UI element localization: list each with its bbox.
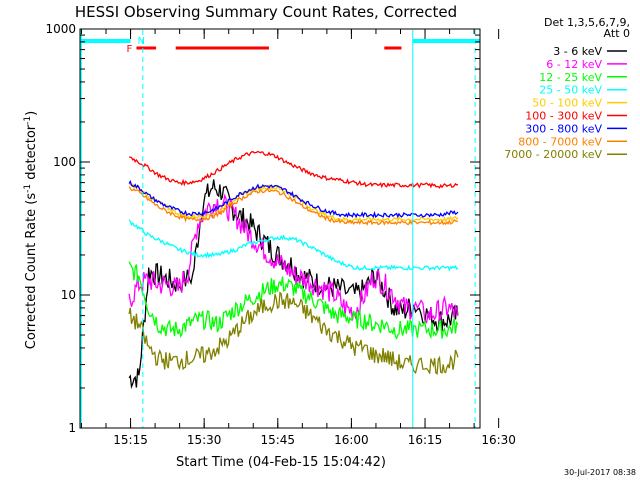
y-tick-label-3: 100 bbox=[53, 155, 76, 169]
legend-label-4: 25 - 50 keV bbox=[539, 84, 602, 97]
legend-label-6: 100 - 300 keV bbox=[525, 110, 602, 123]
y-tick-label-1: 1 bbox=[68, 421, 76, 435]
legend-label-3: 12 - 25 keV bbox=[539, 71, 602, 84]
series-line-7 bbox=[128, 179, 459, 219]
legend-label-8: 800 - 7000 keV bbox=[518, 135, 602, 148]
series-line-2 bbox=[128, 193, 459, 324]
series-line-3 bbox=[128, 261, 459, 340]
legend-label-7: 300 - 800 keV bbox=[525, 122, 602, 135]
attenuator-state: Att 0 bbox=[604, 27, 630, 40]
plot-frame bbox=[79, 28, 481, 429]
x-tick-label-3: 15:45 bbox=[260, 433, 295, 447]
flare-flag-label: F bbox=[126, 44, 132, 55]
series-line-9 bbox=[128, 291, 459, 375]
x-tick-label-2: 15:30 bbox=[187, 433, 222, 447]
y-tick-label-4: 1000 bbox=[45, 22, 76, 36]
series-line-8 bbox=[128, 186, 459, 226]
footer-date: 30-Jul-2017 08:38 bbox=[564, 468, 636, 477]
series-line-4 bbox=[128, 219, 459, 272]
x-tick-label-6: 16:30 bbox=[481, 433, 516, 447]
y-tick-label-2: 10 bbox=[61, 288, 76, 302]
chart-title: HESSI Observing Summary Count Rates, Cor… bbox=[75, 3, 457, 21]
x-axis-label: Start Time (04-Feb-15 15:04:42) bbox=[176, 455, 386, 470]
x-tick-label-1: 15:15 bbox=[113, 433, 148, 447]
legend-label-5: 50 - 100 keV bbox=[532, 97, 602, 110]
night-flag-label: N bbox=[138, 36, 145, 47]
legend-label-1: 3 - 6 keV bbox=[553, 45, 602, 58]
detector-list: Det 1,3,5,6,7,9, bbox=[544, 16, 630, 29]
legend-label-9: 7000 - 20000 keV bbox=[504, 148, 602, 161]
y-axis-label: Corrected Count Rate (s-1 detector-1) bbox=[23, 111, 39, 349]
series-line-6 bbox=[129, 150, 459, 189]
x-tick-label-4: 16:00 bbox=[334, 433, 369, 447]
x-tick-label-5: 16:15 bbox=[408, 433, 443, 447]
legend-label-2: 6 - 12 keV bbox=[546, 58, 602, 71]
